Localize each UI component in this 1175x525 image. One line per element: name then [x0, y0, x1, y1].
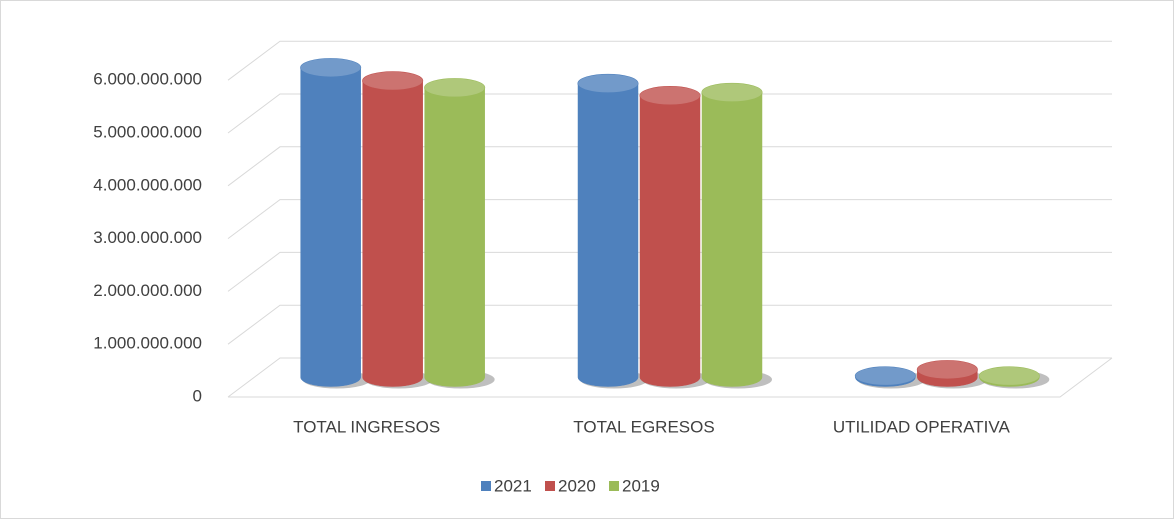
bar — [300, 67, 361, 387]
x-tick-label: UTILIDAD OPERATIVA — [833, 417, 1011, 436]
bar-cap-highlight — [979, 366, 1040, 385]
legend-label: 2019 — [622, 476, 660, 495]
bar-cap — [300, 58, 362, 78]
bar-cap-highlight — [855, 366, 916, 385]
bar-cap — [577, 73, 639, 93]
x-tick-label: TOTAL EGRESOS — [573, 417, 714, 436]
y-tick-label: 6.000.000.000 — [93, 70, 202, 89]
y-tick-label: 0 — [193, 386, 202, 405]
y-tick-label: 3.000.000.000 — [93, 228, 202, 247]
bar-cap — [424, 78, 486, 98]
bar — [577, 83, 639, 387]
bar — [362, 80, 423, 387]
bar — [701, 92, 763, 387]
bar-cap-highlight — [917, 360, 978, 379]
floor — [228, 357, 1113, 398]
grid-line — [227, 199, 1112, 239]
bar — [639, 95, 701, 387]
bar-cap — [639, 86, 701, 106]
legend-label: 2021 — [494, 476, 532, 495]
bar-cap-highlight — [362, 71, 423, 90]
grid-line — [227, 40, 1112, 81]
y-tick-label: 4.000.000.000 — [93, 175, 202, 194]
bar-cap-highlight — [702, 83, 762, 102]
bar — [424, 87, 485, 387]
grid-line — [227, 251, 1112, 292]
bar-cap — [916, 360, 978, 380]
bar-cap — [978, 366, 1040, 386]
legend-swatch — [545, 481, 555, 491]
legend-swatch — [481, 481, 491, 491]
grid-line — [227, 357, 1112, 398]
grid-line — [227, 304, 1112, 345]
grid-line — [227, 93, 1112, 134]
bar-cap — [854, 366, 916, 386]
bar-cap-highlight — [424, 78, 485, 97]
legend-label: 2020 — [558, 476, 596, 495]
y-tick-label: 1.000.000.000 — [93, 334, 202, 353]
bar-cap — [701, 82, 763, 102]
legend-swatch — [609, 481, 619, 491]
grid-line — [227, 146, 1112, 187]
y-tick-label: 2.000.000.000 — [93, 281, 202, 300]
bar-cap-highlight — [578, 74, 638, 93]
x-tick-label: TOTAL INGRESOS — [293, 417, 440, 436]
y-tick-label: 5.000.000.000 — [93, 122, 202, 141]
bar-cap — [362, 71, 424, 91]
bar-cap-highlight — [640, 86, 700, 105]
bar-cap-highlight — [300, 58, 361, 77]
